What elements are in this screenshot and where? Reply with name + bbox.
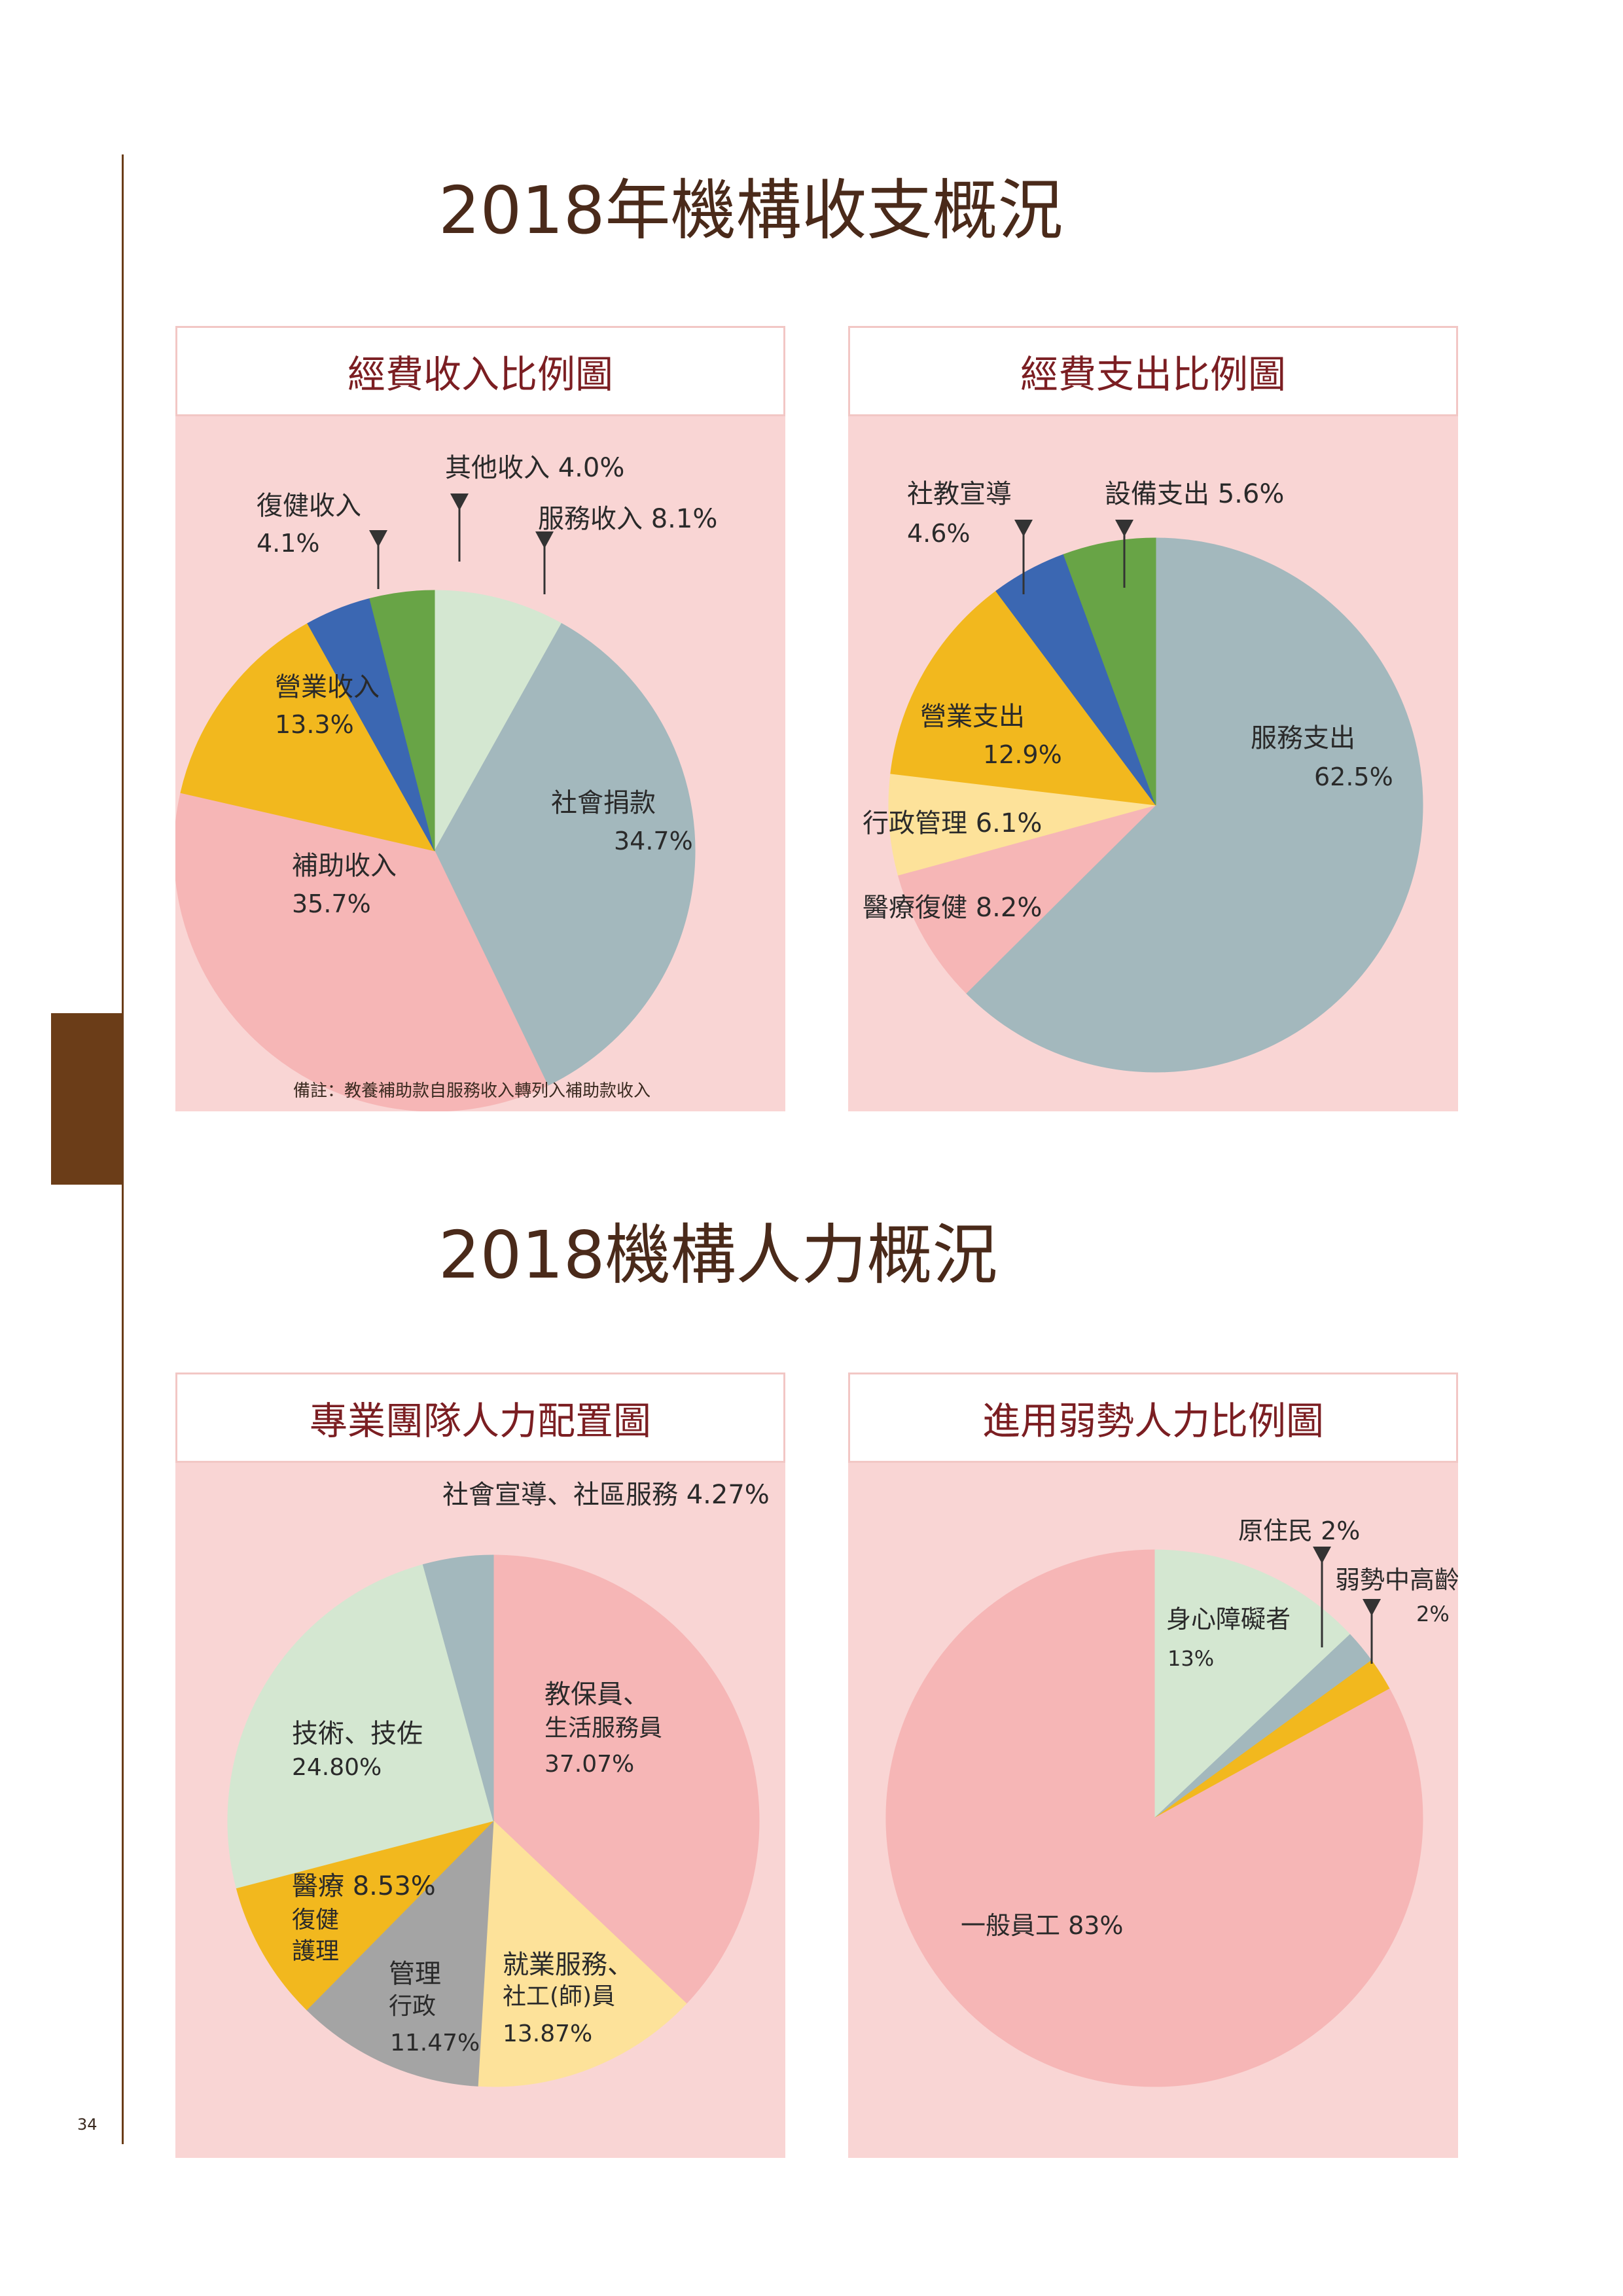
- slice-label-2-2-1: 行政: [389, 1993, 436, 2020]
- slice-label-2-3-2: 護理: [292, 1938, 339, 1965]
- slice-label-2-1-2: 13.87%: [503, 2020, 592, 2047]
- slice-label-1-5-0: 設備支出 5.6%: [1105, 479, 1284, 509]
- pie-slice-2-1: [477, 1820, 687, 2087]
- pie-slice-1-0: [965, 537, 1423, 1073]
- callout-marker-1-5: [1115, 520, 1133, 537]
- income-pie-chart: 服務收入 8.1% 社會捐款 34.7% 補助收入 35.7% 營業收入 13.3% 復健收入…: [175, 453, 717, 1111]
- income-chart-note: 備註：教養補助款自服務收入轉列入補助款收入: [293, 1081, 651, 1101]
- slice-label-2-0-2: 37.07%: [544, 1751, 634, 1778]
- slice-label-0-0-0: 服務收入 8.1%: [538, 504, 717, 534]
- team-chart-title: 專業團隊人力配置圖: [175, 1372, 785, 1463]
- pie-slice-2-5: [422, 1554, 494, 1821]
- slice-label-1-1-0: 醫療復健 8.2%: [863, 893, 1042, 923]
- slice-label-0-1-1: 34.7%: [614, 827, 693, 855]
- slice-label-2-3-1: 復健: [292, 1907, 339, 1933]
- pie-slice-3-0: [1154, 1549, 1351, 1820]
- pie-slice-0-0: [434, 590, 562, 852]
- slice-label-0-2-1: 35.7%: [292, 889, 371, 918]
- slice-label-3-1-0: 原住民 2%: [1238, 1516, 1360, 1545]
- pie-slice-2-4: [227, 1564, 494, 1889]
- expense-pie-chart: 服務支出 62.5% 醫療復健 8.2% 行政管理 6.1% 營業支出 12.9% 社教宣導…: [863, 479, 1423, 1073]
- expense-chart-panel: 服務支出 62.5% 醫療復健 8.2% 行政管理 6.1% 營業支出 12.9% 社教宣導…: [848, 326, 1458, 1111]
- pie-slice-0-1: [434, 622, 696, 1086]
- pie-slice-3-3: [885, 1549, 1423, 2087]
- pie-slice-0-3: [180, 622, 435, 852]
- slice-label-3-0-0: 身心障礙者: [1166, 1605, 1291, 1634]
- slice-label-0-4-1: 4.1%: [257, 529, 320, 558]
- page-number: 34: [77, 2115, 98, 2134]
- pie-slice-1-2: [888, 773, 1156, 876]
- slice-label-3-2-1: 2%: [1416, 1602, 1450, 1626]
- slice-label-3-3-0: 一般員工 83%: [961, 1911, 1124, 1940]
- callout-marker-0-5: [450, 493, 469, 511]
- pie-slice-0-5: [369, 590, 435, 852]
- slice-label-1-3-1: 12.9%: [983, 740, 1062, 769]
- income-chart-title: 經費收入比例圖: [175, 326, 785, 416]
- pie-slice-0-2: [175, 792, 548, 1111]
- pie-slice-2-3: [236, 1820, 495, 2011]
- callout-marker-0-4: [369, 530, 387, 547]
- pie-slice-1-3: [890, 590, 1157, 806]
- pie-slice-2-2: [306, 1820, 494, 2087]
- slice-label-0-5-0: 其他收入 4.0%: [445, 453, 624, 483]
- slice-label-2-0-1: 生活服務員: [544, 1715, 662, 1742]
- slice-label-3-2-0: 弱勢中高齡: [1335, 1566, 1458, 1594]
- pie-slice-1-5: [1063, 537, 1156, 806]
- slice-label-3-0-1: 13%: [1168, 1646, 1214, 1671]
- slice-label-2-0-0: 教保員、: [544, 1679, 649, 1710]
- slice-label-1-0-1: 62.5%: [1314, 762, 1393, 791]
- slice-label-2-1-0: 就業服務、: [503, 1950, 633, 1980]
- section-title-staffing: 2018機構人力概況: [438, 1217, 998, 1293]
- side-tab-block: [51, 1013, 123, 1185]
- slice-label-1-2-0: 行政管理 6.1%: [863, 808, 1042, 838]
- callout-marker-3-2: [1363, 1599, 1381, 1616]
- slice-label-0-4-0: 復健收入: [257, 491, 361, 521]
- slice-label-0-2-0: 補助收入: [292, 851, 397, 881]
- slice-label-0-3-0: 營業收入: [275, 672, 380, 702]
- disadvantaged-chart-panel: 身心障礙者 13% 原住民 2% 弱勢中高齡 2% 一般員工 83% 進用弱勢人力比例圖: [848, 1372, 1458, 2158]
- slice-label-2-5-0: 社會宣導、社區服務 4.27%: [442, 1480, 770, 1510]
- slice-label-0-1-0: 社會捐款: [551, 788, 656, 818]
- callout-marker-1-4: [1014, 520, 1033, 537]
- slice-label-1-4-1: 4.6%: [907, 519, 971, 548]
- slice-label-2-4-1: 24.80%: [292, 1754, 382, 1781]
- disadvantaged-chart-title: 進用弱勢人力比例圖: [848, 1372, 1458, 1463]
- slice-label-2-2-2: 11.47%: [390, 2030, 480, 2056]
- slice-label-2-4-0: 技術、技佐: [292, 1719, 423, 1749]
- slice-label-0-3-1: 13.3%: [275, 710, 354, 739]
- slice-label-1-0-0: 服務支出: [1251, 723, 1355, 753]
- callout-marker-3-1: [1313, 1547, 1331, 1564]
- pie-slice-1-1: [897, 804, 1157, 994]
- slice-label-2-1-1: 社工(師)員: [503, 1983, 615, 2010]
- slice-label-2-3-0: 醫療 8.53%: [292, 1871, 436, 1901]
- expense-chart-title: 經費支出比例圖: [848, 326, 1458, 416]
- income-chart-panel: 服務收入 8.1% 社會捐款 34.7% 補助收入 35.7% 營業收入 13.3% 復健收入…: [175, 326, 785, 1111]
- pie-slice-2-0: [493, 1554, 760, 2004]
- disadvantaged-pie-chart: 身心障礙者 13% 原住民 2% 弱勢中高齡 2% 一般員工 83%: [885, 1516, 1458, 2087]
- callout-marker-0-0: [535, 531, 554, 548]
- section-title-finance: 2018年機構收支概況: [438, 172, 1063, 249]
- slice-label-2-2-0: 管理: [389, 1959, 441, 1989]
- slice-label-1-3-0: 營業支出: [920, 702, 1025, 732]
- team-chart-panel: 教保員、生活服務員 37.07% 就業服務、社工(師)員 13.87% 管理行政 11.4…: [175, 1372, 785, 2158]
- slice-label-1-4-0: 社教宣導: [907, 479, 1012, 509]
